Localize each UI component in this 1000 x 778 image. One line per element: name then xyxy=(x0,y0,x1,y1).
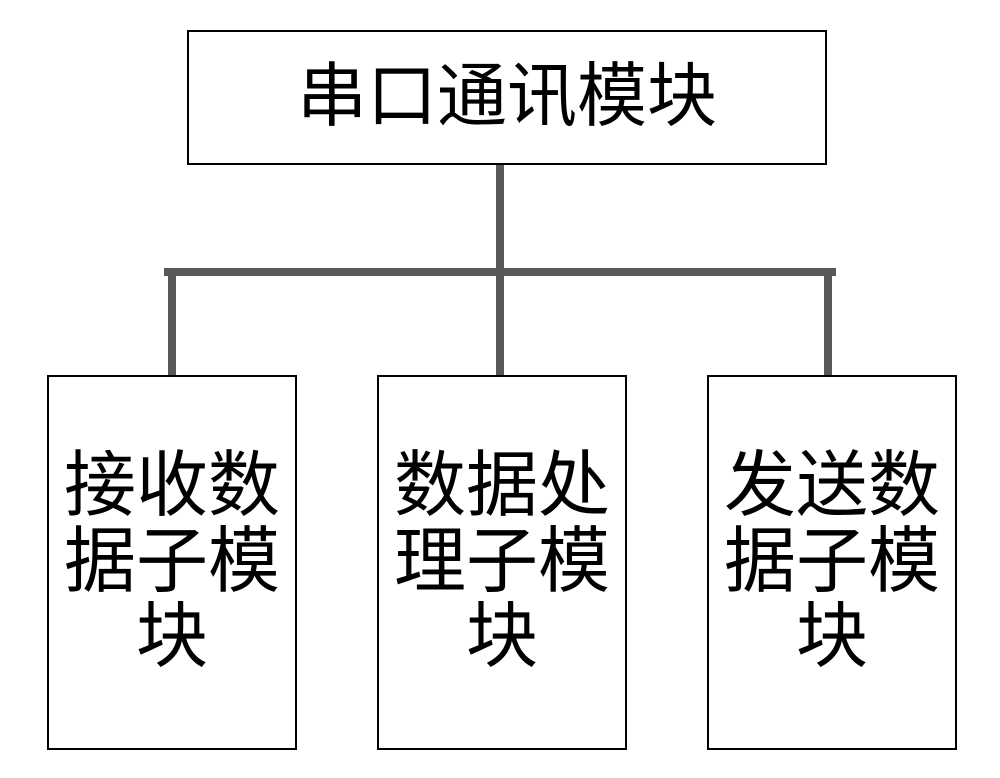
connector-trunk xyxy=(496,165,504,276)
child-node-1: 数据处 理子模 块 xyxy=(377,375,627,750)
child-node-2: 发送数 据子模 块 xyxy=(707,375,957,750)
connector-drop-2 xyxy=(824,268,832,375)
child-node-1-label: 数据处 理子模 块 xyxy=(394,449,610,676)
child-node-0-label: 接收数 据子模 块 xyxy=(64,449,280,676)
child-node-2-label: 发送数 据子模 块 xyxy=(724,449,940,676)
root-node-label: 串口通讯模块 xyxy=(297,63,717,133)
root-node: 串口通讯模块 xyxy=(187,30,827,165)
child-node-0: 接收数 据子模 块 xyxy=(47,375,297,750)
connector-drop-1 xyxy=(496,268,504,375)
connector-drop-0 xyxy=(168,268,176,375)
